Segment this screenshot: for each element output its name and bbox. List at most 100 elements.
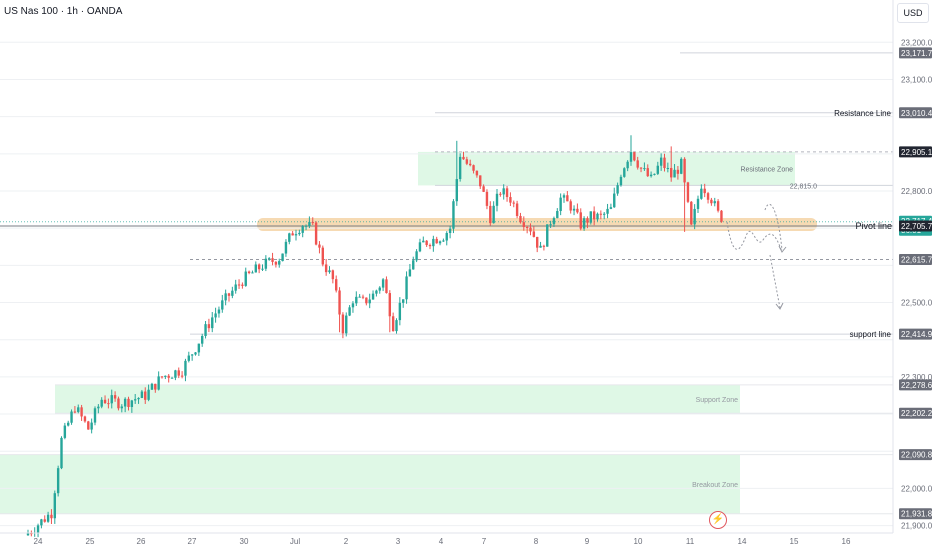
candle-body [164,375,167,377]
candle-body [345,315,348,334]
x-tick-label: 27 [188,537,197,546]
candle-body [214,313,217,318]
candle-body [241,284,244,286]
candle-body [639,167,643,169]
candle-body [60,437,63,469]
lightning-icon[interactable]: ⚡ [709,511,727,529]
candle-body [365,297,368,304]
candle-body [609,207,613,209]
price-tag-label: 22,278.6 [901,381,932,390]
candle-body [331,270,335,280]
x-tick-label: 30 [240,537,249,546]
candle-body [177,370,180,376]
candle-body [596,213,599,220]
breakout-zone [0,454,740,514]
x-tick-label: 8 [534,537,539,546]
candle-body [720,210,723,222]
candle-body [324,264,328,273]
x-tick-label: 25 [86,537,95,546]
candle-body [680,158,683,174]
x-tick-label: 10 [634,537,643,546]
candle-body [636,160,639,168]
candle-body [281,253,284,262]
candle-body [261,268,264,270]
candle-body [502,188,505,195]
y-tick-label: 23,100.0 [901,75,932,84]
candle-body [211,317,214,329]
projected-path-c [769,254,781,309]
price-tag [899,146,932,158]
candle-body [100,399,103,407]
price-tag [899,254,932,266]
candle-body [552,218,556,225]
price-tag [899,379,932,391]
candle-body [328,270,331,273]
candle-body [663,157,666,169]
candle-body [378,287,381,291]
candle-body [335,279,338,291]
y-tick-label: 21,900.0 [901,522,932,531]
candle-body [268,258,271,260]
candle-body [26,533,30,536]
price-tag-label: 22,905.1 [901,148,932,157]
candle-body [536,236,539,248]
candle-body [221,300,224,310]
candle-body [415,251,418,261]
candle-body [455,179,458,202]
candle-body [70,411,73,423]
candle-body [428,245,432,247]
y-tick-label: 22,500.0 [901,299,932,308]
price-tag [899,220,932,232]
candle-body [666,167,670,169]
candle-body [479,175,482,187]
pivot-line-label: Pivot line [855,221,892,231]
x-tick-label: 9 [585,537,590,546]
price-tag [899,328,932,340]
y-tick-label: 22,000.0 [901,484,932,493]
candle-body [301,226,304,233]
candle-body [559,197,562,212]
candle-body [73,411,77,413]
instrument-title: US Nas 100 · 1h · OANDA [4,6,123,17]
levels-layer [0,52,893,515]
candle-body [452,201,455,229]
candle-body [706,193,710,200]
annotation-labels-layer: Resistance Line Pivot line support line Res… [692,109,892,489]
candle-body [204,324,207,336]
candle-body [338,290,341,315]
candle-body [626,161,629,169]
candle-body [43,519,46,522]
candle-body [599,213,603,215]
candle-body [120,406,123,409]
candle-body [586,218,589,223]
candle-body [512,202,515,204]
projected-path-a [726,221,783,253]
projected-path-b [764,203,783,251]
candle-body [619,176,623,186]
currency-selector[interactable]: USD [897,3,929,23]
candle-body [355,296,358,304]
price-tag-label: 22,615.7 [901,256,932,265]
candle-body [485,191,489,206]
candle-body [418,242,422,252]
candle-body [56,468,60,494]
x-tick-label: 4 [439,537,444,546]
candle-body [475,170,479,176]
support-zone-label: Support Zone [696,397,739,404]
candle-body [288,233,291,242]
candle-body [140,391,144,398]
candle-body [703,188,706,194]
candle-body [438,241,442,244]
candle-body [562,195,566,198]
candle-body [157,376,160,390]
candle-body [646,168,649,177]
candle-body [341,314,345,334]
candle-body [402,299,405,303]
candle-body [130,400,134,407]
candle-body [375,290,378,294]
candle-body [50,514,53,519]
price-tag [899,449,932,461]
candle-body [180,375,184,377]
